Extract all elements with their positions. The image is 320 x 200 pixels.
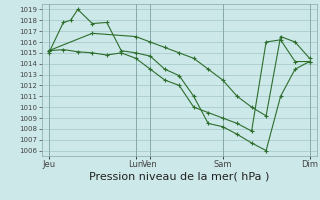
X-axis label: Pression niveau de la mer( hPa ): Pression niveau de la mer( hPa ) [89, 172, 269, 182]
